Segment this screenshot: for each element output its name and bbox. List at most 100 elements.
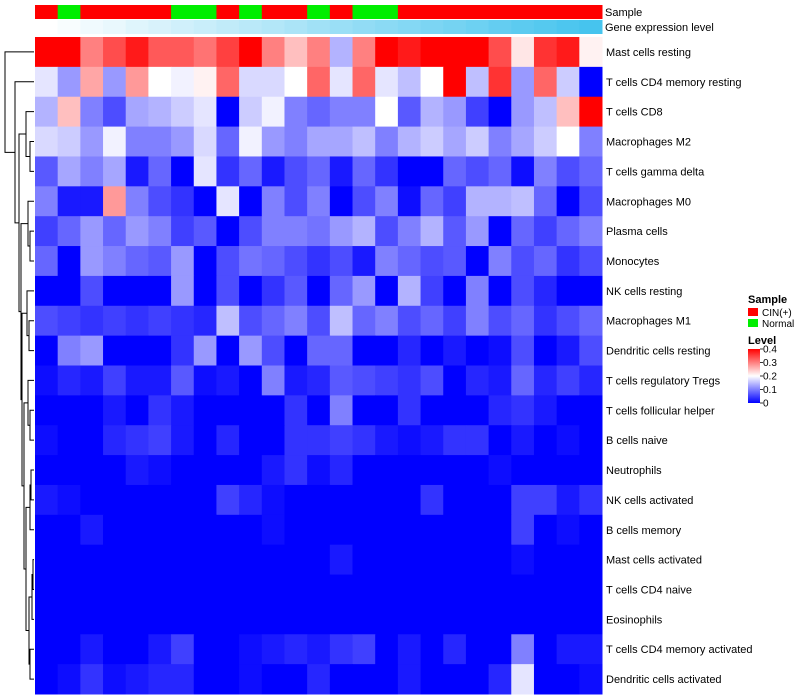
heatmap-cell — [420, 604, 444, 635]
heatmap-cell — [443, 664, 467, 695]
heatmap-cell — [511, 484, 535, 516]
expression-annotation-cell — [397, 20, 422, 34]
heatmap-cell — [420, 156, 444, 187]
heatmap-cells — [35, 37, 603, 695]
sample-annotation-cell — [125, 5, 149, 19]
heatmap-cell — [193, 395, 217, 426]
heatmap-cell — [533, 604, 558, 635]
heatmap-cell — [103, 425, 127, 456]
heatmap-cell — [511, 186, 535, 217]
heatmap-cell — [125, 246, 149, 277]
heatmap-cell — [193, 574, 217, 605]
heatmap-cell — [125, 664, 149, 695]
heatmap-cell — [533, 156, 558, 187]
expression-annotation-cell — [171, 20, 195, 34]
row-label: Monocytes — [606, 256, 660, 268]
heatmap-cell — [148, 574, 172, 605]
heatmap-cell — [239, 37, 263, 68]
heatmap-cell — [329, 425, 354, 456]
heatmap-cell — [443, 37, 467, 68]
heatmap-cell — [329, 604, 354, 635]
heatmap-cell — [397, 126, 422, 157]
heatmap-cell — [193, 305, 217, 337]
heatmap-cell — [284, 395, 308, 426]
heatmap-cell — [443, 634, 467, 665]
heatmap-cell — [57, 37, 81, 68]
heatmap-cell — [35, 96, 59, 128]
heatmap-cell — [352, 664, 376, 695]
heatmap-cell — [352, 544, 376, 576]
heatmap-cell — [375, 186, 399, 217]
heatmap-cell — [216, 126, 240, 157]
heatmap-cell — [239, 66, 263, 98]
expression-annotation-cell — [307, 20, 331, 34]
heatmap-cell — [443, 365, 467, 396]
heatmap-cell — [420, 365, 444, 396]
heatmap-cell — [352, 96, 376, 128]
heatmap-cell — [465, 514, 490, 546]
heatmap-cell — [216, 305, 240, 337]
row-label: Eosinophils — [606, 614, 663, 626]
heatmap-cell — [488, 395, 512, 426]
sample-annotation-cell — [488, 5, 512, 19]
heatmap-cell — [35, 604, 59, 635]
heatmap-cell — [216, 634, 240, 665]
row-label: B cells naive — [606, 435, 668, 447]
heatmap-cell — [329, 365, 354, 396]
heatmap-cell — [556, 335, 580, 366]
heatmap-cell — [352, 365, 376, 396]
heatmap-cell — [307, 66, 331, 98]
heatmap-cell — [375, 604, 399, 635]
heatmap-cell — [80, 514, 104, 546]
heatmap-cell — [57, 544, 81, 576]
heatmap-cell — [125, 634, 149, 665]
heatmap-cell — [556, 305, 580, 337]
heatmap-cell — [35, 246, 59, 277]
heatmap-cell — [284, 604, 308, 635]
sample-annotation-cell — [329, 5, 354, 19]
heatmap-cell — [352, 186, 376, 217]
heatmap-cell — [148, 484, 172, 516]
heatmap-cell — [511, 275, 535, 307]
heatmap-cell — [533, 186, 558, 217]
heatmap-cell — [443, 186, 467, 217]
heatmap-cell — [420, 484, 444, 516]
sample-annotation-cell — [216, 5, 240, 19]
heatmap-cell — [261, 186, 285, 217]
heatmap-cell — [261, 455, 285, 486]
heatmap-cell — [35, 186, 59, 217]
heatmap-cell — [284, 664, 308, 695]
heatmap-cell — [329, 664, 354, 695]
heatmap-cell — [443, 216, 467, 247]
heatmap-cell — [465, 425, 490, 456]
heatmap-cell — [125, 544, 149, 576]
heatmap-cell — [193, 365, 217, 396]
heatmap-cell — [488, 335, 512, 366]
row-label: T cells CD4 memory activated — [606, 644, 753, 656]
heatmap-cell — [307, 604, 331, 635]
heatmap-cell — [216, 455, 240, 486]
heatmap-cell — [488, 455, 512, 486]
heatmap-cell — [397, 305, 422, 337]
heatmap-cell — [103, 395, 127, 426]
heatmap-cell — [216, 484, 240, 516]
heatmap-cell — [103, 455, 127, 486]
heatmap-cell — [261, 574, 285, 605]
heatmap-cell — [216, 574, 240, 605]
heatmap-cell — [307, 365, 331, 396]
heatmap-cell — [148, 514, 172, 546]
heatmap-cell — [579, 66, 603, 98]
heatmap-cell — [261, 275, 285, 307]
heatmap-cell — [579, 574, 603, 605]
heatmap-cell — [216, 216, 240, 247]
heatmap-cell — [420, 634, 444, 665]
heatmap-cell — [239, 574, 263, 605]
heatmap-cell — [375, 395, 399, 426]
legend-level-tick-label: 0.3 — [763, 358, 777, 369]
heatmap-cell — [80, 574, 104, 605]
sample-annotation-cell — [193, 5, 217, 19]
expression-annotation-cell — [488, 20, 512, 34]
heatmap-cell — [193, 216, 217, 247]
heatmap-cell — [511, 335, 535, 366]
heatmap-cell — [171, 126, 195, 157]
